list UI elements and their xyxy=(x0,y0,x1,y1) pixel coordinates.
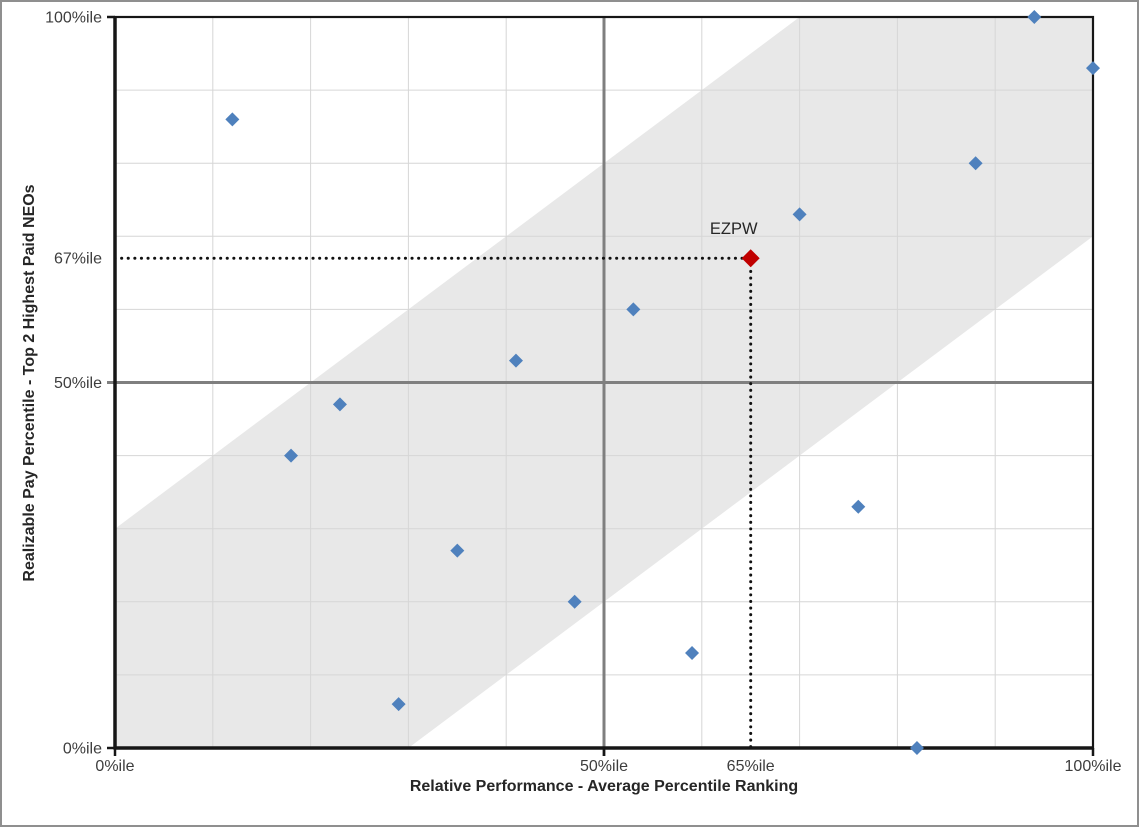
peer-data-point xyxy=(284,448,299,463)
y-tick-label: 0%ile xyxy=(63,741,102,758)
callout-guides-layer xyxy=(113,256,753,750)
peer-data-point xyxy=(968,156,983,171)
x-tick-label: 50%ile xyxy=(580,758,628,775)
peer-data-point xyxy=(792,207,807,222)
x-tick-label: 0%ile xyxy=(95,758,134,775)
median-lines-layer xyxy=(107,17,1093,756)
peer-data-point xyxy=(567,594,582,609)
x-tick-label: 65%ile xyxy=(727,758,775,775)
peer-data-point xyxy=(1027,10,1042,24)
peer-data-point xyxy=(225,112,240,127)
axes-layer xyxy=(107,15,1095,756)
peer-data-point xyxy=(450,543,465,558)
ezpw-data-point xyxy=(741,249,760,268)
peer-data-point xyxy=(851,499,866,514)
data-points-layer xyxy=(225,10,1100,755)
y-axis-title: Realizable Pay Percentile - Top 2 Highes… xyxy=(21,184,38,581)
y-tick-label: 100%ile xyxy=(45,10,102,27)
peer-data-point xyxy=(626,302,641,317)
peer-data-point xyxy=(685,645,700,660)
y-tick-label: 67%ile xyxy=(54,251,102,268)
peer-data-point xyxy=(332,397,347,412)
tick-labels-layer: 0%ile 50%ile 65%ile 100%ile 0%ile 50%ile 67%il… xyxy=(45,10,1122,776)
peer-data-point xyxy=(1086,61,1100,76)
y-tick-label: 50%ile xyxy=(54,375,102,392)
peer-data-point xyxy=(909,741,924,755)
x-axis-title: Relative Performance - Average Percentil… xyxy=(410,778,798,795)
peer-data-point xyxy=(508,353,523,368)
x-tick-label: 100%ile xyxy=(1065,758,1122,775)
ezpw-point-label: EZPW xyxy=(710,220,758,238)
peer-data-point xyxy=(391,697,406,712)
